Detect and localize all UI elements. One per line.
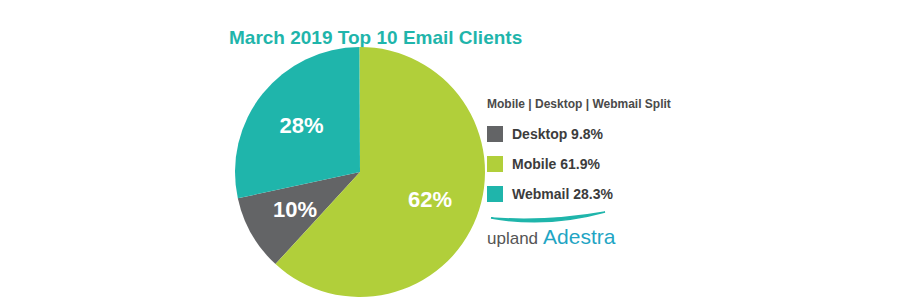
pie [235,47,485,297]
title: March 2019 Top 10 Email Clients [229,27,522,48]
legend-label: Desktop 9.8% [512,126,604,142]
logo-word: upland [487,229,538,248]
chart: March 2019 Top 10 Email Clients 10% 62% 28%… [0,0,910,304]
legend-swatch [487,186,503,202]
data-label: 28% [280,113,324,138]
legend-swatch [487,156,503,172]
data-labels: 10% 62% 28% [273,113,452,222]
legend-label: Webmail 28.3% [512,186,613,202]
legend: Mobile | Desktop | Webmail Split Desktop … [487,97,671,202]
logo-word: Adestra [543,225,616,248]
data-label: 10% [273,197,317,222]
data-label: 62% [408,187,452,212]
legend-swatch [487,126,503,142]
logo-text: upland Adestra [487,225,616,248]
legend-title: Mobile | Desktop | Webmail Split [487,97,671,111]
logo-swoosh [491,212,605,222]
legend-label: Mobile 61.9% [512,156,600,172]
logo: upland Adestra [487,212,616,248]
pie-slice [235,47,360,198]
